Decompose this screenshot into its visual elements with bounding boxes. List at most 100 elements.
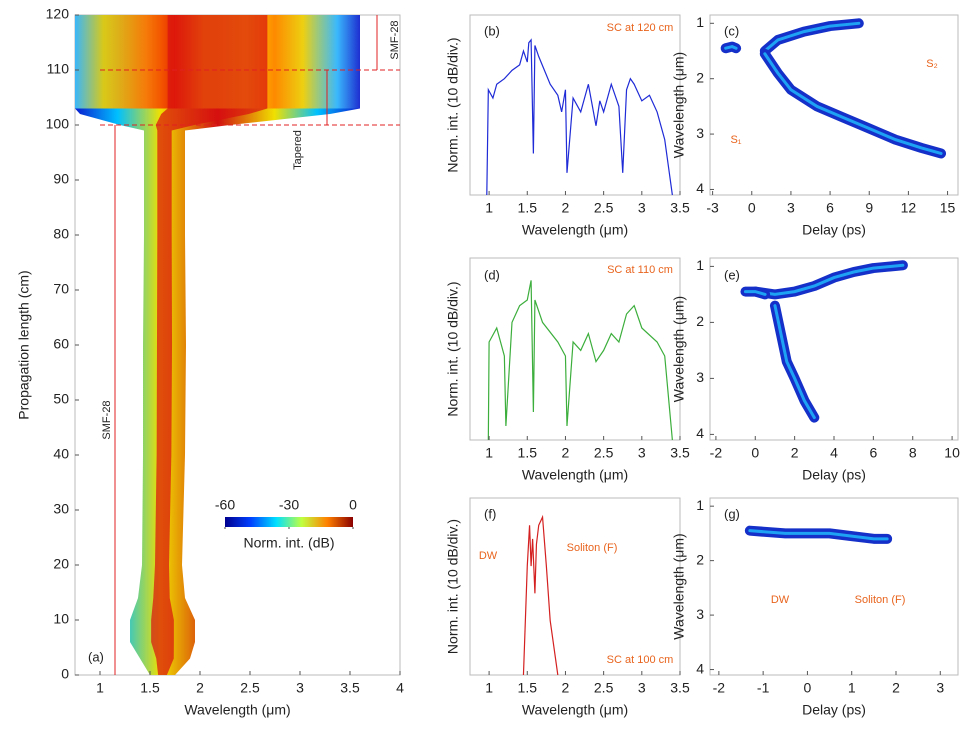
y-axis-label: Norm. int. (10 dB/div.) xyxy=(445,519,461,654)
annotation: (c) xyxy=(724,23,739,38)
x-tick-label: 1.5 xyxy=(518,200,538,216)
annotation: SC at 110 cm xyxy=(607,264,673,276)
x-tick-label: 3.5 xyxy=(670,680,690,696)
x-tick-label: 9 xyxy=(865,200,873,216)
x-axis-label: Delay (ps) xyxy=(802,702,866,718)
y-tick-label: 90 xyxy=(53,171,69,187)
x-tick-label: 1 xyxy=(485,200,493,216)
y-tick-label: 3 xyxy=(696,125,704,141)
y-tick-label: 1 xyxy=(696,497,704,513)
annotation: SC at 100 cm xyxy=(607,654,674,666)
colorbar-tick-label: -30 xyxy=(279,497,299,513)
x-tick-label: 2.5 xyxy=(594,200,614,216)
x-tick-label: 1 xyxy=(848,680,856,696)
y-tick-label: 120 xyxy=(46,6,70,22)
spectrogram-core xyxy=(773,304,816,420)
y-tick-label: 20 xyxy=(53,556,69,572)
x-tick-label: 2 xyxy=(892,680,900,696)
x-tick-label: 2.5 xyxy=(240,680,260,696)
colorbar xyxy=(225,517,353,527)
spectrogram-core xyxy=(763,52,943,155)
y-tick-label: 4 xyxy=(696,660,704,676)
y-tick-label: 70 xyxy=(53,281,69,297)
y-tick-label: 2 xyxy=(696,313,704,329)
x-tick-label: 3 xyxy=(638,680,646,696)
x-tick-label: 1 xyxy=(96,680,104,696)
plot-area xyxy=(720,18,947,159)
plot-frame xyxy=(709,14,959,196)
annotation: (a) xyxy=(88,649,104,664)
spectral-core xyxy=(151,15,268,675)
x-tick-label: 2 xyxy=(196,680,204,696)
y-axis-label: Wavelength (μm) xyxy=(671,533,687,639)
plot-frame xyxy=(709,257,959,441)
x-tick-label: 2.5 xyxy=(594,445,614,461)
x-tick-label: 2 xyxy=(562,680,570,696)
plot-area xyxy=(740,260,908,423)
x-tick-label: 1 xyxy=(485,680,493,696)
x-tick-label: 3 xyxy=(787,200,795,216)
x-tick-label: 0 xyxy=(748,200,756,216)
x-axis-label: Delay (ps) xyxy=(802,467,866,483)
y-tick-label: 4 xyxy=(696,180,704,196)
panel: 1 1.5 2 2.5 3 3.5 Wavelength (μm) Norm. int. (1… xyxy=(445,497,690,718)
annotation: SC at 120 cm xyxy=(607,22,674,34)
annotation: (f) xyxy=(484,506,496,521)
y-axis-label: Norm. int. (10 dB/div.) xyxy=(445,281,461,416)
y-tick-label: 50 xyxy=(53,391,69,407)
y-tick-label: 4 xyxy=(696,425,704,441)
x-tick-label: 1.5 xyxy=(518,445,538,461)
y-tick-label: 60 xyxy=(53,336,69,352)
colorbar-tick-label: 0 xyxy=(349,497,357,513)
plot-frame xyxy=(469,497,681,676)
y-axis-label: Norm. int. (10 dB/div.) xyxy=(445,37,461,172)
y-axis-label: Propagation length (cm) xyxy=(16,270,32,419)
x-axis-label: Wavelength (μm) xyxy=(522,467,628,483)
annotation: Tapered xyxy=(292,130,304,170)
spectrogram-core xyxy=(724,44,738,50)
x-tick-label: 10 xyxy=(944,445,960,461)
spectrogram-core xyxy=(743,290,767,296)
x-tick-label: 1.5 xyxy=(518,680,538,696)
annotation: (e) xyxy=(724,267,740,282)
annotation: Soliton (F) xyxy=(855,594,906,606)
x-tick-label: 0 xyxy=(804,680,812,696)
x-tick-label: 3 xyxy=(638,200,646,216)
x-tick-label: 1 xyxy=(485,445,493,461)
spectrum-line xyxy=(522,514,559,676)
plot-area xyxy=(75,15,360,675)
y-tick-label: 80 xyxy=(53,226,69,242)
annotation: (b) xyxy=(484,23,500,38)
y-tick-label: 110 xyxy=(47,61,70,77)
x-tick-label: 3 xyxy=(638,445,646,461)
y-tick-label: 100 xyxy=(46,116,70,132)
x-tick-label: 0 xyxy=(751,445,759,461)
spectrogram-core xyxy=(748,529,889,541)
y-tick-label: 40 xyxy=(53,446,69,462)
annotation: SMF-28 xyxy=(389,20,401,59)
x-axis-label: Wavelength (μm) xyxy=(522,222,628,238)
x-tick-label: 1.5 xyxy=(140,680,160,696)
x-axis-label: Delay (ps) xyxy=(802,222,866,238)
x-tick-label: -3 xyxy=(706,200,719,216)
x-tick-label: 2 xyxy=(791,445,799,461)
x-tick-label: 3.5 xyxy=(670,200,690,216)
annotation: DW xyxy=(479,550,498,562)
x-tick-label: 3.5 xyxy=(670,445,690,461)
x-tick-label: 8 xyxy=(909,445,917,461)
x-tick-label: 4 xyxy=(830,445,838,461)
plot-area xyxy=(486,38,673,196)
y-tick-label: 1 xyxy=(696,257,704,273)
y-tick-label: 2 xyxy=(696,551,704,567)
y-axis-label: Wavelength (μm) xyxy=(671,52,687,158)
plot-frame xyxy=(469,14,681,196)
y-tick-label: 2 xyxy=(696,69,704,85)
annotation: (g) xyxy=(724,506,740,521)
panel: 1 1.5 2 2.5 3 3.5 Wavelength (μm) Norm. int. (1… xyxy=(445,14,690,238)
plot-area xyxy=(744,525,893,544)
colorbar-tick-label: -60 xyxy=(215,497,235,513)
y-tick-label: 3 xyxy=(696,369,704,385)
y-axis-label: Wavelength (μm) xyxy=(671,296,687,402)
